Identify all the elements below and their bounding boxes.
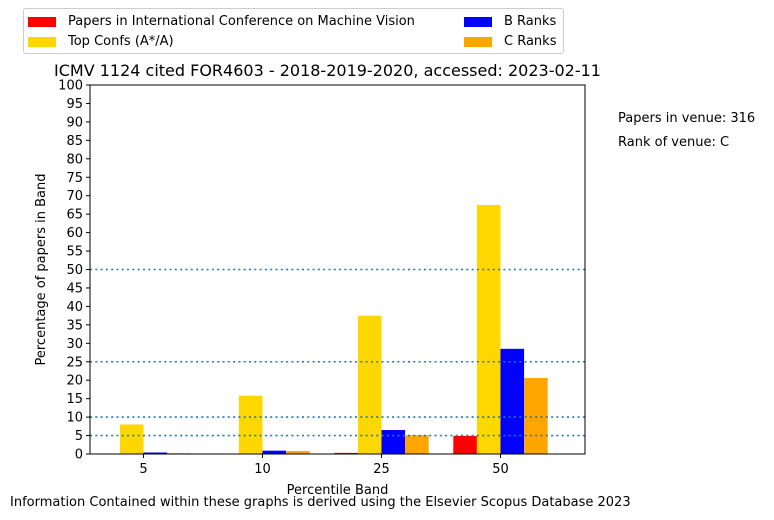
data-source-footer: Information Contained within these graph… — [10, 495, 631, 510]
y-tick-label: 0 — [75, 448, 83, 463]
y-tick-label: 100 — [58, 79, 83, 94]
bar-3-10 — [286, 451, 310, 454]
y-tick-label: 5 — [75, 429, 83, 444]
x-tick-label: 5 — [139, 462, 147, 477]
y-tick-label: 60 — [66, 226, 83, 241]
bar-2-25 — [381, 430, 406, 454]
legend-label-b-ranks: B Ranks — [504, 14, 557, 29]
legend-label-top-confs: Top Confs (A*/A) — [68, 34, 174, 49]
y-tick-label: 65 — [66, 208, 83, 223]
bar-3-50 — [524, 377, 548, 454]
bar-3-25 — [405, 435, 429, 454]
y-axis-label: Percentage of papers in Band — [34, 173, 49, 365]
y-tick-label: 80 — [66, 152, 83, 167]
legend-swatch-venue — [28, 17, 56, 27]
y-tick-label: 40 — [66, 300, 83, 315]
bar-1-25 — [357, 315, 382, 454]
legend-label-c-ranks: C Ranks — [504, 34, 557, 49]
bar-2-5 — [143, 452, 168, 454]
bar-1-50 — [476, 204, 501, 454]
x-tick-label: 50 — [492, 462, 509, 477]
rank-of-venue-note: Rank of venue: C — [618, 135, 730, 150]
y-tick-label: 25 — [66, 355, 83, 370]
y-tick-label: 85 — [66, 134, 83, 149]
bar-0-50 — [453, 435, 477, 454]
bar-2-10 — [262, 450, 287, 454]
chart-title: ICMV 1124 cited FOR4603 - 2018-2019-2020… — [54, 61, 601, 80]
x-tick-label: 25 — [373, 462, 390, 477]
chart-legend: Papers in International Conference on Ma… — [23, 8, 564, 54]
y-tick-label: 45 — [66, 281, 83, 296]
y-tick-label: 75 — [66, 171, 83, 186]
y-tick-label: 35 — [66, 318, 83, 333]
y-tick-label: 50 — [66, 263, 83, 278]
legend-swatch-top-confs — [28, 37, 56, 47]
y-tick-label: 70 — [66, 189, 83, 204]
y-tick-label: 90 — [66, 115, 83, 130]
legend-swatch-b-ranks — [464, 17, 492, 27]
x-tick-label: 10 — [254, 462, 271, 477]
legend-label-venue: Papers in International Conference on Ma… — [68, 14, 415, 29]
x-axis-label: Percentile Band — [287, 483, 389, 498]
bar-2-50 — [500, 348, 525, 454]
papers-in-venue-note: Papers in venue: 316 — [618, 111, 756, 126]
y-tick-label: 20 — [66, 374, 83, 389]
bar-1-5 — [119, 424, 144, 454]
y-tick-label: 55 — [66, 245, 83, 260]
y-tick-label: 95 — [66, 97, 83, 112]
bar-0-25 — [334, 452, 358, 454]
y-tick-label: 30 — [66, 337, 83, 352]
y-tick-label: 10 — [66, 411, 83, 426]
bar-1-10 — [238, 395, 263, 454]
y-tick-label: 15 — [66, 392, 83, 407]
legend-swatch-c-ranks — [464, 37, 492, 47]
